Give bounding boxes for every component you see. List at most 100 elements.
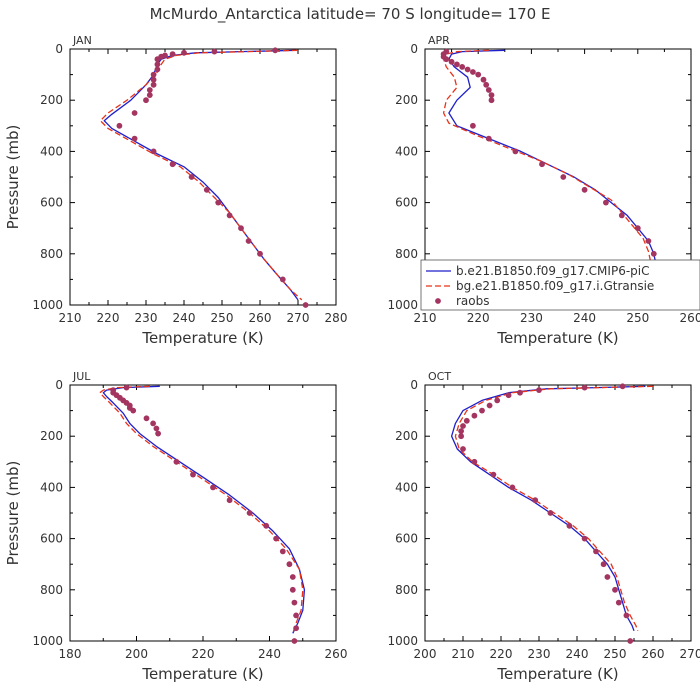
y-tick-label-oct: 600 [395,532,418,546]
x-axis-title-apr: Temperature (K) [496,329,618,347]
raobs-point-oct [566,522,573,529]
raobs-point-jul [226,497,233,504]
raobs-point-jan [279,276,286,283]
raobs-point-apr [480,76,487,83]
raobs-point-oct [547,510,554,516]
raobs-point-jan [150,76,157,83]
y-tick-label-oct: 800 [395,583,418,597]
raobs-point-apr [645,238,652,244]
x-tick-label-jan: 210 [59,311,82,325]
raobs-point-oct [627,638,634,644]
raobs-point-jan [188,174,195,180]
raobs-point-jan [116,122,123,129]
raobs-point-oct [623,612,630,619]
y-tick-label-oct: 0 [410,378,418,392]
y-tick-label-oct: 400 [395,480,418,494]
raobs-point-jul [291,599,298,606]
raobs-point-jan [143,97,149,104]
raobs-point-jan [226,212,233,219]
x-tick-label-jul: 180 [59,647,82,661]
raobs-point-oct [463,417,470,424]
raobs-point-oct [593,548,599,555]
raobs-point-oct [479,407,485,414]
model1-line-oct [450,385,646,632]
raobs-point-oct [458,428,464,434]
raobs-point-oct [600,561,607,568]
raobs-point-apr [448,58,455,65]
raobs-point-apr [454,61,460,68]
model1-line-jul [102,385,306,634]
x-tick-label-oct: 270 [680,647,700,661]
model2-line-jan [99,49,303,301]
raobs-point-apr [603,199,609,206]
raobs-point-oct [615,599,622,606]
raobs-point-apr [483,81,490,88]
x-tick-label-oct: 230 [528,647,551,661]
y-axis-title-jan: Pressure (mb) [4,125,22,230]
raobs-point-jan [150,71,157,78]
x-axis-title-jul: Temperature (K) [141,665,263,683]
y-tick-label-apr: 0 [410,42,418,56]
panel-oct: 200 210 220 230 240 250 260 270 0 200 400 600 800 100… [387,370,700,683]
raobs-point-oct [471,412,478,419]
panel-jan: 210 220 230 240 250 260 270 280 0 200 400 600 800 100… [4,34,347,347]
raobs-point-apr [634,225,641,232]
x-tick-label-oct: 200 [414,647,437,661]
x-tick-label-jan: 250 [211,311,234,325]
raobs-point-oct [612,586,618,593]
raobs-point-oct [460,423,466,429]
y-tick-label-jan: 600 [40,196,63,210]
raobs-point-jul [130,407,137,414]
raobs-point-apr [475,71,482,78]
y-tick-label-jan: 0 [55,42,63,56]
raobs-point-oct [619,383,626,390]
y-tick-label-apr: 600 [395,196,418,210]
raobs-point-apr [485,87,492,93]
raobs-point-apr [459,64,466,70]
y-tick-label-jul: 800 [40,583,63,597]
y-axis-title-jul: Pressure (mb) [4,461,22,566]
y-tick-label-jul: 200 [40,429,63,443]
x-tick-label-jan: 270 [287,311,310,325]
raobs-point-jan [203,186,210,193]
x-tick-label-jan: 230 [135,311,158,325]
x-axis-title-jan: Temperature (K) [141,329,263,347]
raobs-point-jul [291,638,298,644]
y-tick-label-jan: 800 [40,247,63,261]
raobs-point-jan [302,302,309,308]
raobs-point-oct [604,574,611,580]
x-tick-label-jan: 260 [249,311,272,325]
raobs-point-jan [257,250,263,257]
figure-title: McMurdo_Antarctica latitude= 70 S longit… [150,5,551,24]
raobs-point-jan [131,135,138,142]
raobs-point-apr [650,250,657,257]
raobs-point-jul [210,484,216,491]
raobs-point-apr [560,174,567,180]
panel-jul: 180 200 220 240 260 0 200 400 600 800 1000 JUL Tempe… [4,370,347,683]
y-tick-label-apr: 1000 [387,298,418,312]
y-tick-label-jan: 1000 [32,298,63,312]
y-tick-label-jul: 1000 [32,634,63,648]
raobs-point-jan [154,56,161,63]
x-tick-label-apr: 230 [520,311,543,325]
panel-apr: 210 220 230 240 250 260 0 200 400 600 800 1000 APR Te… [387,34,700,347]
x-tick-label-jul: 220 [192,647,215,661]
x-tick-label-jan: 280 [325,311,348,325]
x-tick-label-jul: 260 [325,647,348,661]
x-tick-label-jan: 220 [97,311,120,325]
raobs-point-jul [153,425,160,432]
raobs-point-jan [238,225,244,232]
raobs-point-oct [471,458,478,465]
raobs-point-oct [486,402,493,409]
y-tick-label-jan: 200 [40,93,63,107]
raobs-point-jan [146,87,153,93]
raobs-point-jan [215,199,222,206]
raobs-point-jan [154,66,161,73]
raobs-point-apr [488,92,495,98]
raobs-point-jul [279,548,286,555]
x-tick-label-apr: 260 [680,311,700,325]
raobs-point-jan [154,61,161,68]
legend-label-model2: bg.e21.B1850.f09_g17.i.Gtransie [456,279,654,293]
x-tick-label-oct: 210 [452,647,475,661]
